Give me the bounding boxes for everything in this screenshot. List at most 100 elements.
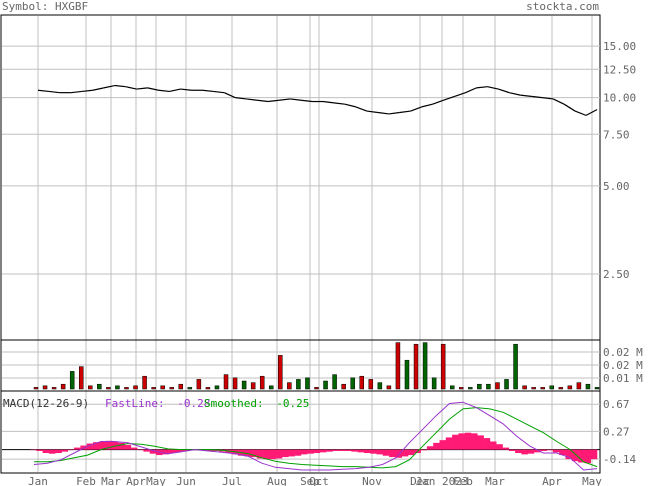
macd-smoothed-line [34,407,598,469]
macd-histogram-bar [502,447,510,450]
macd-histogram-bar [464,432,472,450]
price-segment [563,103,576,112]
x-tick-label: May [146,475,166,486]
macd-histogram-bar [99,441,106,450]
x-tick-label: Dec [410,475,430,486]
macd-histogram-bar [433,442,440,450]
x-tick-label: May [582,475,602,486]
volume-bar [151,387,156,390]
volume-axis: 0.02 M0.02 M0.01 M [603,346,643,385]
volume-bar [187,387,193,390]
price-tick-label: 15.00 [603,40,636,53]
volume-bar [133,385,138,390]
macd-histogram-bar [370,449,377,454]
macd-histogram-bar [439,440,447,450]
price-segment [290,98,302,101]
volume-bar [160,385,165,390]
macd-smooth-label: Smoothed: -0.25 [204,397,309,410]
x-tick-label: Apr [126,475,146,486]
volume-bar [214,385,220,390]
price-segment [520,94,532,97]
macd-histogram-bar [489,441,497,450]
x-tick-label: Apr [542,475,562,486]
macd-histogram-bar [338,449,346,451]
macd-histogram-bar [357,449,365,453]
x-tick-label: Aug [267,475,287,486]
volume-bar [522,385,527,390]
macd-histogram-bar [471,433,478,450]
macd-histogram-bar [86,443,94,450]
price-segment [235,97,247,100]
volume-bar [495,382,500,390]
macd-fast-label: FastLine: -0.28 [105,397,210,410]
macd-histogram-bar [420,449,428,451]
macd-tick-label: 0.27 [603,425,630,438]
macd-histogram-bar [181,449,188,451]
volume-bar [377,382,383,390]
price-grid [2,45,600,275]
macd-histogram-bar [452,434,459,450]
macd-histogram-bar [527,449,535,454]
macd-histogram-bar [326,449,333,452]
symbol-label: Symbol: HXGBF [2,0,88,13]
x-tick-label: Mar [101,475,121,486]
price-segment [202,89,214,93]
volume-bar [51,387,57,390]
price-segment [81,89,93,93]
macd-axis: 0.67 0.27 -0.14 [603,398,636,466]
macd-panel: 0.67 0.27 -0.14 MACD(12-26-9) FastLine: -0… [0,390,636,474]
volume-bar [513,343,518,390]
macd-histogram-bar [275,449,283,459]
price-axis: 15.00 12.50 10.00 7.50 5.00 2.50 [603,40,636,281]
price-segment [114,84,126,88]
macd-histogram-bar [477,435,484,450]
macd-fast-name: FastLine: [105,397,165,410]
macd-histogram-bar [162,449,169,455]
volume-bar [431,377,437,390]
volume-bar [169,387,174,390]
price-segment [355,106,368,112]
macd-histogram-bar [584,449,591,464]
volume-bar [69,371,75,390]
macd-histogram-bar [389,449,396,458]
macd-histogram-bar [565,449,573,460]
macd-histogram-bar [263,449,270,460]
volume-bar [440,343,446,390]
price-segment [388,111,400,115]
macd-histogram-bar [269,449,276,460]
price-segment [246,98,258,101]
price-segment [333,102,345,105]
volume-bar [332,374,337,390]
volume-grid [2,351,600,379]
macd-histogram-bar [571,449,579,462]
macd-fast-line [33,401,598,471]
volume-bar [413,343,419,390]
price-segment [92,87,104,91]
price-segment [147,87,159,91]
price-segment [125,86,137,90]
volume-bar [124,387,129,390]
volume-bar [567,385,573,390]
macd-histogram-bar [426,446,434,450]
x-tick-label: Jan 2023 [416,475,469,486]
macd-fast-value: -0.28 [177,397,210,410]
volume-bar [278,355,283,390]
volume-bar [42,385,48,390]
macd-histogram-bar [80,445,87,450]
price-segment [465,87,477,94]
macd-smooth-value: -0.25 [276,397,309,410]
macd-histogram-bar [149,449,157,454]
price-segment [585,109,598,116]
volume-bar [395,342,401,390]
macd-histogram-bar [206,449,213,451]
price-segment [552,98,565,105]
volume-bar [341,383,346,390]
volume-bar [486,383,491,390]
macd-histogram-bar [294,449,302,456]
x-tick-label: Feb [453,475,473,486]
price-tick-label: 12.50 [603,63,636,76]
volume-bar [60,383,66,390]
macd-histogram-bar [483,438,491,450]
macd-histogram-bar [401,449,409,457]
price-series [37,84,598,116]
